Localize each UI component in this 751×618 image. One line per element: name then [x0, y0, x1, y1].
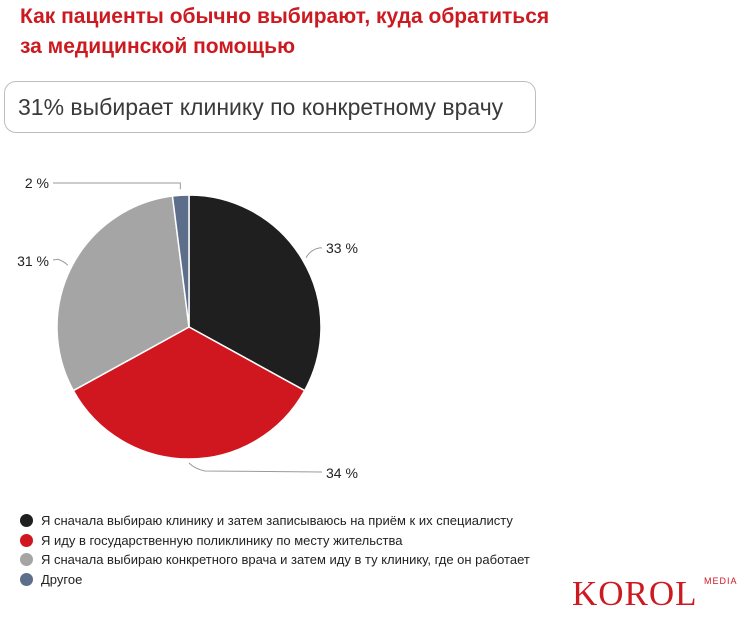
- chart-legend: Я сначала выбираю клинику и затем записы…: [20, 511, 530, 589]
- legend-item-doctor-first: Я сначала выбираю конкретного врача и за…: [20, 550, 530, 570]
- pie-slice-state-polyclinic: [72, 326, 306, 460]
- pie-slices: [56, 194, 322, 460]
- legend-item-state-polyclinic: Я иду в государственную поликлинику по м…: [20, 531, 530, 551]
- korol-media-logo-sub: MEDIA: [704, 576, 738, 586]
- leader-line-state-polyclinic: [188, 462, 323, 473]
- pie-slice-other: [171, 194, 190, 328]
- pie-slice-clinic-first: [188, 194, 322, 392]
- leader-line-other: [53, 182, 181, 190]
- legend-item-clinic-first: Я сначала выбираю клинику и затем записы…: [20, 511, 530, 531]
- legend-label: Я иду в государственную поликлинику по м…: [41, 532, 403, 548]
- legend-swatch-icon: [20, 572, 33, 586]
- value-label-state-polyclinic: 34 %: [326, 465, 358, 481]
- legend-label: Я сначала выбираю клинику и затем записы…: [41, 513, 513, 528]
- legend-swatch-icon: [20, 514, 33, 528]
- chart-title: Как пациенты обычно выбирают, куда обрат…: [20, 5, 550, 58]
- value-label-other: 2 %: [25, 175, 49, 191]
- leader-line-clinic-first: [305, 247, 323, 259]
- legend-label: Я сначала выбираю конкретного врача и за…: [41, 552, 530, 567]
- key-finding-callout: 31% выбирает клинику по конкретному врач…: [4, 81, 536, 133]
- leader-line-doctor-first: [52, 258, 69, 266]
- legend-swatch-icon: [20, 553, 33, 567]
- pie-slice-doctor-first: [56, 195, 190, 392]
- legend-item-other: Другое: [20, 570, 530, 590]
- legend-label: Другое: [41, 571, 83, 587]
- value-label-clinic-first: 33 %: [326, 240, 358, 256]
- korol-media-logo: KOROL: [572, 574, 698, 613]
- legend-swatch-icon: [20, 533, 33, 547]
- value-label-doctor-first: 31 %: [17, 253, 49, 269]
- pie-leader-lines: [52, 182, 323, 473]
- pie-chart: 33 % 34 % 31 % 2 %: [17, 175, 358, 481]
- pie-value-labels: 33 % 34 % 31 % 2 %: [17, 175, 358, 481]
